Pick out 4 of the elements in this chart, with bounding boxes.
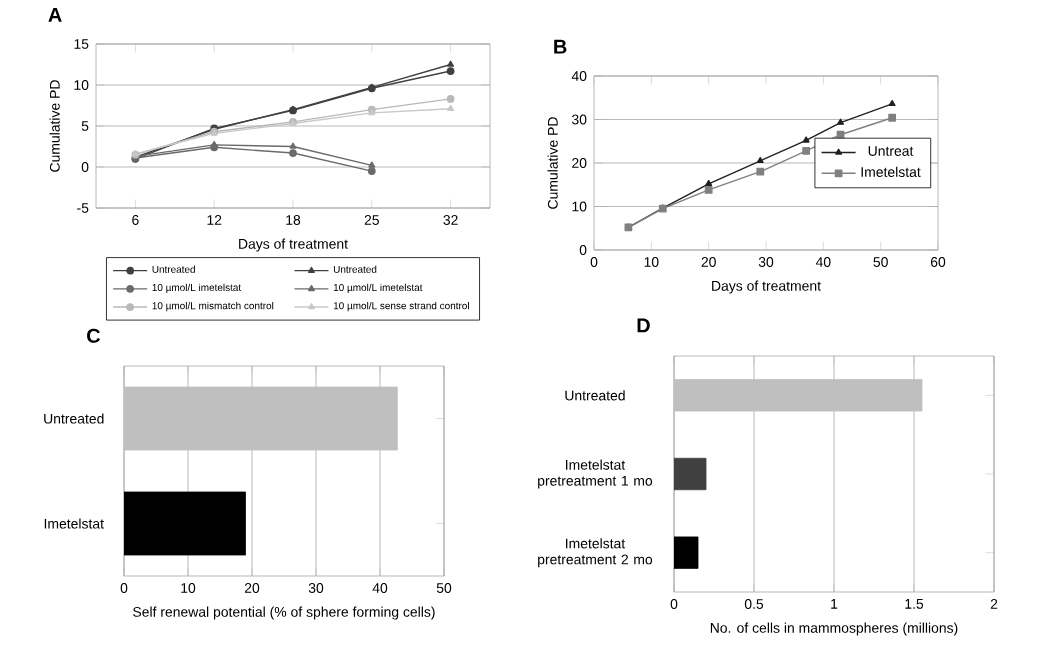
chart-title: D: [637, 318, 650, 333]
chart-title: B: [554, 39, 567, 54]
chart-title: C: [87, 328, 101, 343]
chart-title: A: [48, 8, 62, 22]
